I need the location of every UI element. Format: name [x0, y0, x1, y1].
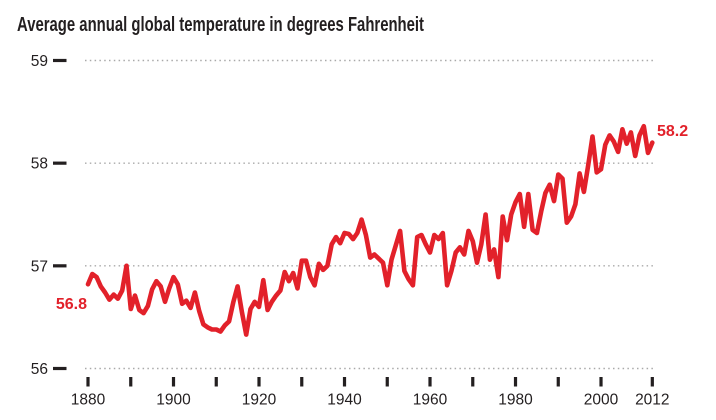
x-axis-label: 1940: [327, 392, 362, 409]
y-axis-label: 59: [31, 53, 48, 70]
start-value-label: 56.8: [56, 296, 87, 313]
axes-group: 59 58 57 56 1880 1900 1920 1940 1960 1980 2000 2012: [31, 53, 670, 409]
x-axis-label: 1980: [498, 392, 533, 409]
gridlines-group: [85, 59, 654, 370]
y-axis-label: 58: [31, 156, 48, 173]
chart-title: Average annual global temperature in deg…: [17, 14, 424, 36]
temperature-line: [85, 123, 655, 337]
x-axis-label: 1900: [156, 392, 191, 409]
x-axis-label: 1960: [413, 392, 448, 409]
end-value-label: 58.2: [657, 123, 688, 140]
y-axis-label: 57: [31, 258, 48, 275]
x-axis-label: 1920: [242, 392, 277, 409]
x-axis-label: 2012: [635, 392, 669, 409]
y-axis-label: 56: [31, 361, 48, 378]
x-axis-label: 1880: [71, 392, 106, 409]
x-axis-label: 2000: [584, 392, 619, 409]
